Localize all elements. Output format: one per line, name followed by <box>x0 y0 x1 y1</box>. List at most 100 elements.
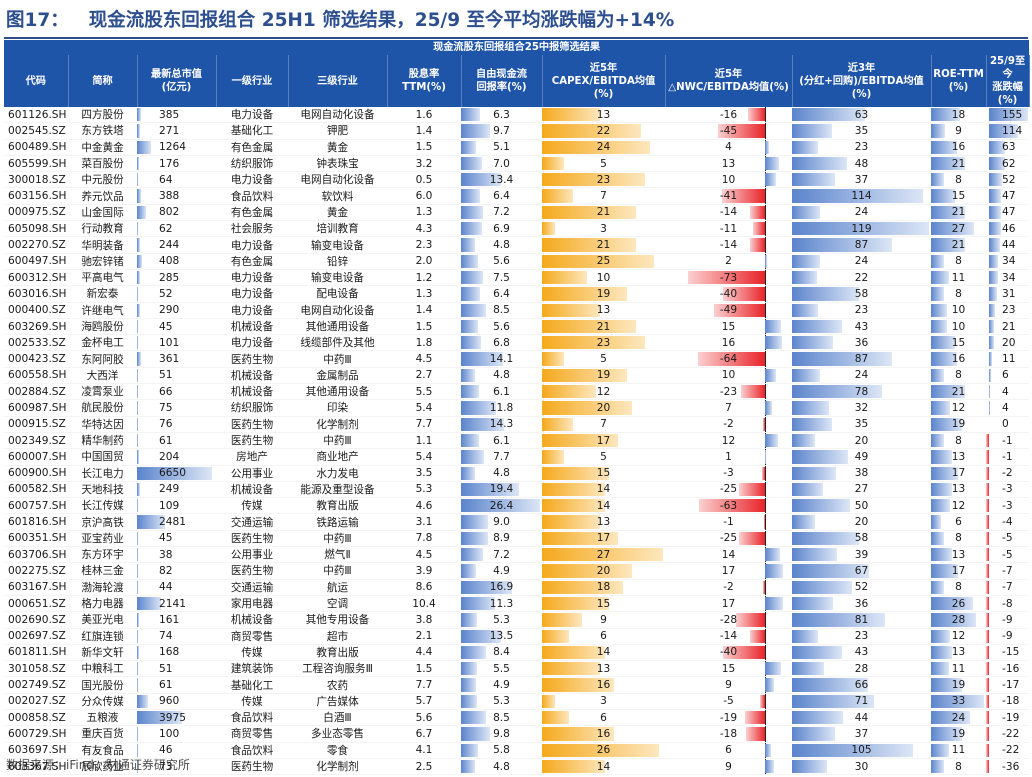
cell-return: -1 <box>986 448 1030 466</box>
cell-capex-ebitda: 17 <box>542 432 665 450</box>
cell-roe: 19 <box>931 725 986 743</box>
cell-fcf-yield: 6.4 <box>461 285 542 303</box>
cell-fcf-yield: 5.6 <box>461 253 542 270</box>
cell-nwc-ebitda: 10 <box>665 367 792 385</box>
cell-roe: 10 <box>931 318 986 336</box>
cell-nwc-ebitda: -18 <box>665 725 792 743</box>
cell-industry-l1: 电力设备 <box>216 302 288 319</box>
cell-industry-l3: 配电设备 <box>288 285 387 303</box>
figure-title-text: 现金流股东回报组合 25H1 筛选结果，25/9 至今平均涨跌幅为+14% <box>88 10 675 31</box>
cell-code: 000858.SZ <box>4 709 68 727</box>
table-row: 600757.SH 长江传媒 109 传媒 教育出版 4.6 26.4 14 -63 50 12 -3 <box>4 497 1030 515</box>
cell-fcf-yield: 13.4 <box>461 171 542 189</box>
table-row: 002884.SZ 凌霄泵业 66 机械设备 其他通用设备 5.5 6.1 12 -23 78 21… <box>4 383 1030 401</box>
cell-code: 002027.SZ <box>4 693 68 710</box>
cell-code: 603167.SH <box>4 579 68 596</box>
cell-payout-ebitda: 24 <box>792 253 931 270</box>
cell-dividend-yield: 10.4 <box>387 595 461 613</box>
cell-mcap: 76 <box>137 416 216 433</box>
cell-roe: 33 <box>931 693 986 710</box>
cell-payout-ebitda: 87 <box>792 350 931 368</box>
cell-industry-l3: 农药 <box>288 676 387 694</box>
cell-capex-ebitda: 17 <box>542 530 665 548</box>
cell-industry-l1: 房地产 <box>216 448 288 466</box>
cell-industry-l3: 线缆部件及其他 <box>288 334 387 352</box>
cell-return: -7 <box>986 562 1030 580</box>
cell-industry-l1: 医药生物 <box>216 416 288 433</box>
cell-industry-l3: 钟表珠宝 <box>288 155 387 173</box>
cell-name: 中元股份 <box>68 171 137 189</box>
header-col-payout-ebitda: 近3年 (分红+回购)/EBITDA均值(%) <box>792 55 932 107</box>
cell-dividend-yield: 5.4 <box>387 399 461 417</box>
cell-return: 21 <box>986 318 1030 336</box>
cell-fcf-yield: 5.8 <box>461 742 542 759</box>
cell-fcf-yield: 5.5 <box>461 660 542 678</box>
cell-industry-l1: 传媒 <box>216 693 288 710</box>
cell-dividend-yield: 1.5 <box>387 139 461 156</box>
cell-capex-ebitda: 6 <box>542 628 665 645</box>
cell-capex-ebitda: 3 <box>542 220 665 238</box>
cell-capex-ebitda: 13 <box>542 302 665 319</box>
cell-roe: 15 <box>931 334 986 352</box>
table-row: 300018.SZ 中元股份 64 电力设备 电网自动化设备 0.5 13.4 23 10 37 8… <box>4 171 1030 189</box>
cell-return: -9 <box>986 628 1030 645</box>
cell-name: 中粮科工 <box>68 660 137 678</box>
cell-payout-ebitda: 24 <box>792 204 931 222</box>
cell-fcf-yield: 4.9 <box>461 676 542 694</box>
cell-industry-l3: 印染 <box>288 399 387 417</box>
cell-code: 600987.SH <box>4 399 68 417</box>
cell-dividend-yield: 4.5 <box>387 350 461 368</box>
cell-mcap: 960 <box>137 693 216 710</box>
cell-industry-l3: 教育出版 <box>288 644 387 662</box>
cell-roe: 8 <box>931 530 986 548</box>
cell-mcap: 204 <box>137 448 216 466</box>
cell-capex-ebitda: 5 <box>542 448 665 466</box>
cell-fcf-yield: 6.8 <box>461 334 542 352</box>
cell-return: -22 <box>986 742 1030 759</box>
table-row: 000975.SZ 山金国际 802 有色金属 黄金 1.3 7.2 21 -14 24 21 47 <box>4 204 1030 222</box>
cell-name: 国光股份 <box>68 676 137 694</box>
cell-dividend-yield: 5.4 <box>387 448 461 466</box>
cell-industry-l3: 电网自动化设备 <box>288 171 387 189</box>
cell-dividend-yield: 5.6 <box>387 709 461 727</box>
table-row: 002697.SZ 红旗连锁 74 商贸零售 超市 2.1 13.5 6 -14 23 12 -9 <box>4 628 1030 645</box>
table-body: 601126.SH 四方股份 385 电力设备 电网自动化设备 1.6 6.3 13 -16 63… <box>4 107 1030 776</box>
cell-roe: 8 <box>931 367 986 385</box>
cell-payout-ebitda: 32 <box>792 399 931 417</box>
cell-industry-l3: 燃气Ⅱ <box>288 546 387 564</box>
cell-fcf-yield: 6.1 <box>461 432 542 450</box>
cell-nwc-ebitda: 9 <box>665 676 792 694</box>
cell-nwc-ebitda: -2 <box>665 416 792 433</box>
header-col-mcap: 最新总市值 (亿元) <box>137 55 217 107</box>
cell-nwc-ebitda: -64 <box>665 350 792 368</box>
cell-mcap: 45 <box>137 318 216 336</box>
cell-fcf-yield: 5.3 <box>461 693 542 710</box>
cell-mcap: 46 <box>137 742 216 759</box>
cell-roe: 11 <box>931 269 986 287</box>
cell-nwc-ebitda: -40 <box>665 285 792 303</box>
table-row: 600582.SH 天地科技 249 机械设备 能源及重型设备 5.3 19.4 14 -25 2… <box>4 481 1030 499</box>
cell-return: 34 <box>986 253 1030 270</box>
cell-nwc-ebitda: -28 <box>665 611 792 629</box>
cell-capex-ebitda: 13 <box>542 660 665 678</box>
cell-dividend-yield: 2.1 <box>387 628 461 645</box>
cell-code: 002690.SZ <box>4 611 68 629</box>
cell-payout-ebitda: 58 <box>792 285 931 303</box>
cell-industry-l3: 输变电设备 <box>288 236 387 254</box>
cell-name: 渤海轮渡 <box>68 579 137 596</box>
cell-industry-l1: 建筑装饰 <box>216 660 288 678</box>
table-row: 603269.SH 海鸥股份 45 机械设备 其他通用设备 1.5 5.6 21 15 43 10 2… <box>4 318 1030 336</box>
cell-mcap: 64 <box>137 171 216 189</box>
cell-payout-ebitda: 114 <box>792 187 931 205</box>
table-row: 603016.SH 新宏泰 52 电力设备 配电设备 1.3 6.4 19 -40 58 8 31 <box>4 285 1030 303</box>
cell-payout-ebitda: 37 <box>792 725 931 743</box>
cell-payout-ebitda: 23 <box>792 139 931 156</box>
cell-payout-ebitda: 20 <box>792 432 931 450</box>
cell-mcap: 285 <box>137 269 216 287</box>
cell-payout-ebitda: 38 <box>792 465 931 482</box>
cell-industry-l1: 食品饮料 <box>216 187 288 205</box>
cell-payout-ebitda: 28 <box>792 660 931 678</box>
cell-dividend-yield: 5.5 <box>387 383 461 401</box>
cell-payout-ebitda: 36 <box>792 334 931 352</box>
cell-fcf-yield: 9.8 <box>461 725 542 743</box>
